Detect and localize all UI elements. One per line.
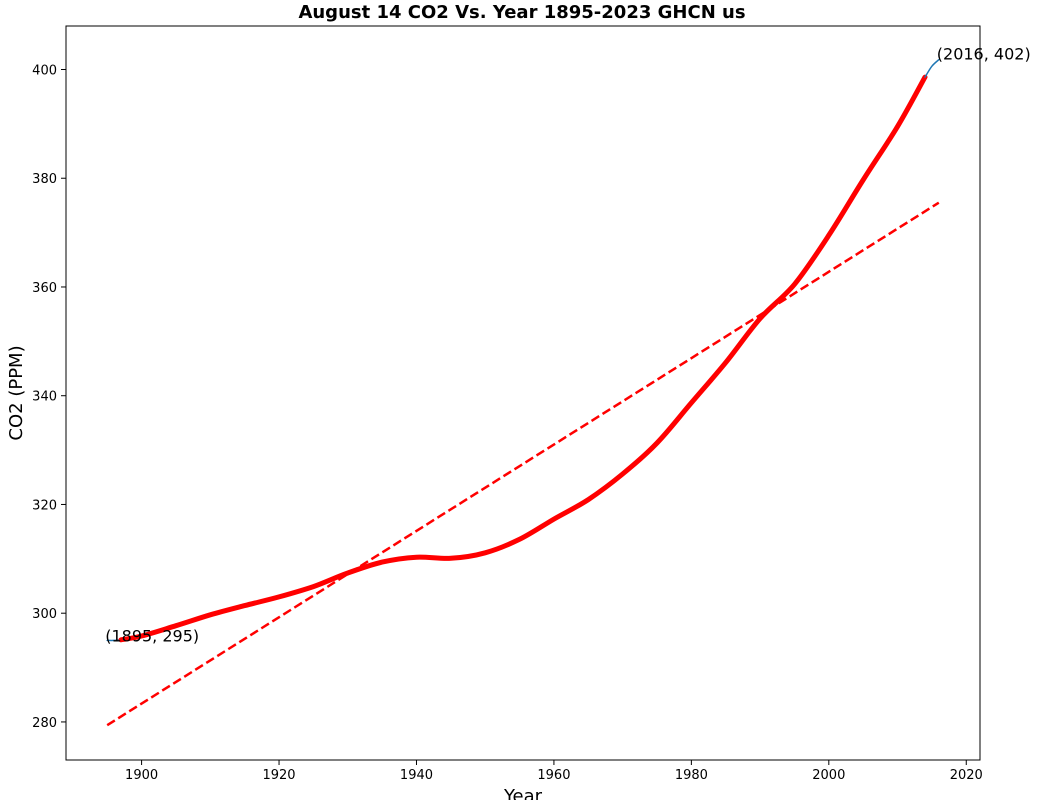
series-line-3	[106, 201, 940, 727]
y-tick-label: 320	[32, 498, 57, 513]
point-annotation: (2016, 402)	[937, 45, 1031, 64]
x-axis-label: Year	[503, 786, 543, 800]
x-tick-label: 2000	[812, 768, 845, 783]
x-tick-label: 2020	[950, 768, 983, 783]
point-annotation: (1895, 295)	[105, 626, 199, 645]
y-axis-label: CO2 (PPM)	[6, 345, 27, 440]
annotation-layer: (1895, 295) (2016, 402)	[105, 45, 1030, 646]
series-line-1	[118, 74, 928, 643]
chart-title: August 14 CO2 Vs. Year 1895-2023 GHCN us	[298, 2, 745, 23]
y-tick-label: 340	[32, 390, 57, 405]
y-tick-label: 280	[32, 716, 57, 731]
x-tick-label: 1900	[125, 768, 158, 783]
x-tick-label: 1960	[537, 768, 570, 783]
x-tick-label: 1940	[400, 768, 433, 783]
axis-layer: 1900 1920 1940 1960 1980 2000 2020 280 300 320 340…	[32, 63, 983, 783]
series-layer	[106, 58, 940, 727]
x-tick-label: 1920	[262, 768, 295, 783]
y-tick-label: 300	[32, 607, 57, 622]
y-tick-label: 360	[32, 281, 57, 296]
y-tick-label: 400	[32, 63, 57, 78]
plot-area	[65, 25, 981, 761]
y-tick-label: 380	[32, 172, 57, 187]
series-line-2	[924, 58, 940, 78]
x-tick-label: 1980	[675, 768, 708, 783]
